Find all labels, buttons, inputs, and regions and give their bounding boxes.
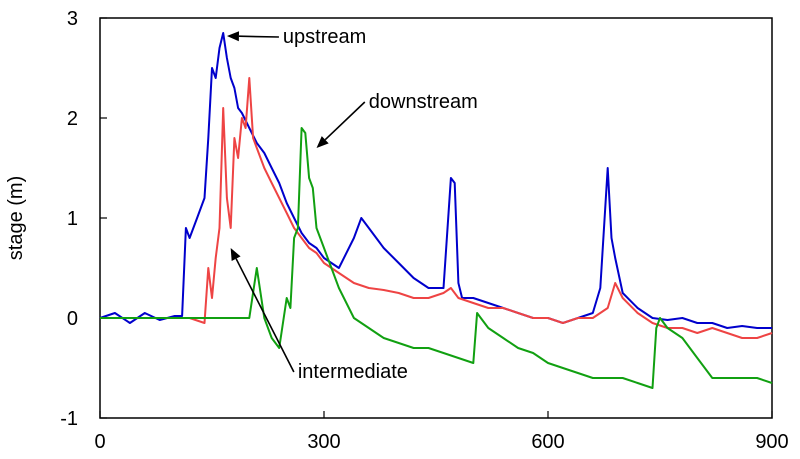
y-tick-label: 3	[67, 8, 78, 30]
y-tick-label: -1	[60, 408, 78, 430]
annotation-label-1: downstream	[369, 91, 478, 113]
y-tick-label: 0	[67, 308, 78, 330]
annotation-arrow-2	[235, 258, 295, 373]
annotation-arrowhead-0	[226, 31, 240, 42]
x-tick-label: 300	[307, 431, 340, 453]
x-tick-label: 900	[755, 431, 788, 453]
annotation-label-0: upstream	[283, 26, 366, 48]
annotation-arrow-1	[324, 101, 366, 141]
tick-group: 3 2 1 0 -1 0 300 600 900	[60, 8, 788, 453]
y-tick-label: 2	[67, 108, 78, 130]
y-axis-label: stage (m)	[5, 176, 27, 260]
annotation-group: upstream downstream intermediate	[226, 26, 478, 383]
plot-area	[99, 17, 773, 419]
plot-frame	[99, 17, 773, 419]
series-line-1	[100, 77, 773, 339]
x-tick-label: 0	[94, 431, 105, 453]
y-tick-label: 1	[67, 208, 78, 230]
annotation-label-2: intermediate	[298, 361, 408, 383]
series-line-2	[100, 127, 773, 389]
x-tick-label: 600	[531, 431, 564, 453]
annotation-arrowhead-1	[316, 136, 329, 148]
series-group	[99, 32, 773, 389]
annotation-arrow-0	[238, 35, 279, 38]
series-line-0	[99, 32, 772, 329]
annotation-arrowhead-2	[230, 248, 241, 261]
